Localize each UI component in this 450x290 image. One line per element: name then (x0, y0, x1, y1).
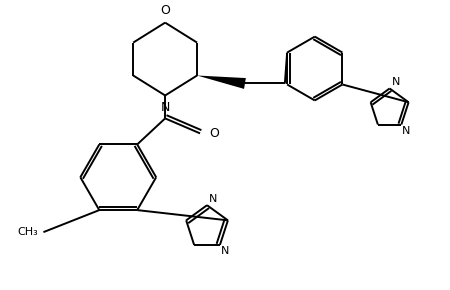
Text: N: N (402, 126, 411, 135)
Text: O: O (160, 4, 170, 17)
Text: CH₃: CH₃ (18, 227, 38, 237)
Text: N: N (221, 246, 230, 256)
Text: N: N (161, 102, 170, 115)
Text: N: N (209, 194, 217, 204)
Text: N: N (392, 77, 400, 88)
Polygon shape (197, 75, 246, 89)
Text: O: O (209, 127, 219, 140)
